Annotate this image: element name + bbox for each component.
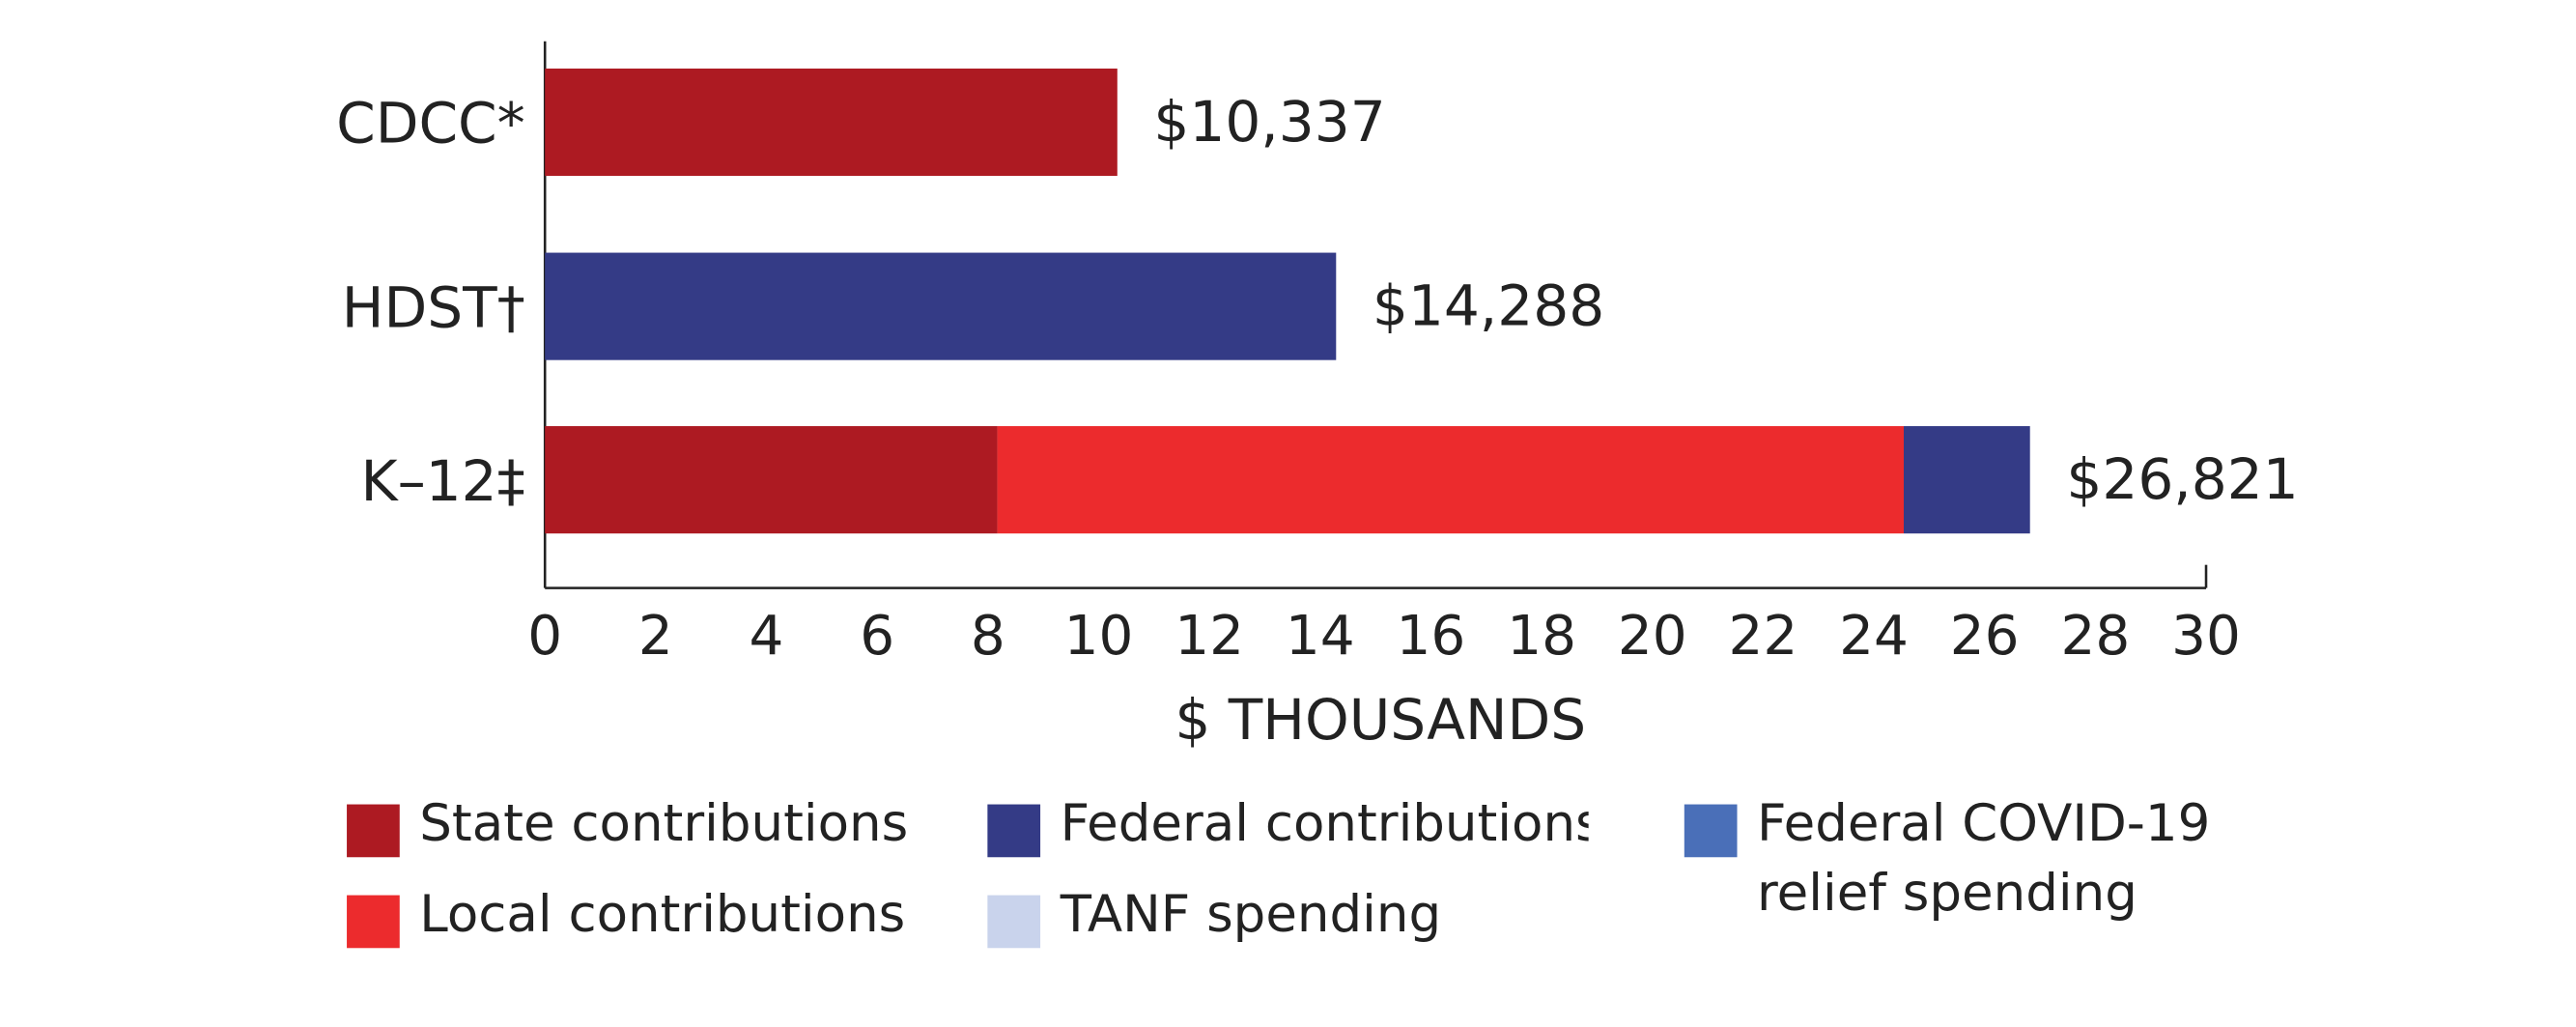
x-tick-label: 24 [1839, 605, 1909, 668]
x-axis-title: $ THOUSANDS [1175, 687, 1586, 753]
legend-label: Local contributions [419, 885, 906, 945]
bar-segment [997, 426, 1905, 534]
total-label: $14,288 [1373, 273, 1604, 339]
legend-entry: TANF spending [1060, 885, 1442, 945]
y-tick-label: CDCC* [336, 91, 525, 157]
total-label: $10,337 [1153, 89, 1385, 155]
x-tick-label: 18 [1507, 605, 1576, 668]
legend-entry: State contributions [419, 794, 909, 854]
legend-entry: Federal COVID-19 relief spending [1757, 794, 2211, 924]
legend-entry: Local contributions [419, 885, 906, 945]
legend-swatch [987, 804, 1041, 858]
bar-segment [1904, 426, 2030, 534]
legend-swatch [347, 804, 400, 858]
bar-segment [545, 252, 1337, 360]
x-tick-label: 22 [1729, 605, 1798, 668]
x-tick-label: 0 [527, 605, 562, 668]
bar-segment [545, 426, 998, 534]
x-tick-label: 4 [750, 605, 784, 668]
x-tick-label: 30 [2171, 605, 2241, 668]
legend-entry: Federal contributions [1060, 794, 1589, 854]
x-tick-label: 28 [2060, 605, 2130, 668]
x-tick-label: 10 [1064, 605, 1134, 668]
legend-label: Federal contributions [1060, 794, 1589, 854]
x-tick-label: 16 [1397, 605, 1466, 668]
legend-label: Federal COVID-19 relief spending [1757, 794, 2211, 924]
legend-swatch [347, 895, 400, 949]
x-tick-label: 14 [1286, 605, 1355, 668]
x-tick-label: 12 [1175, 605, 1244, 668]
x-tick-label: 6 [860, 605, 894, 668]
total-label: $26,821 [2066, 446, 2298, 512]
y-tick-label: K–12‡ [361, 448, 525, 514]
x-tick-label: 2 [638, 605, 673, 668]
x-tick-label: 8 [971, 605, 1005, 668]
legend-swatch [1684, 804, 1738, 858]
legend-label: TANF spending [1060, 885, 1442, 945]
x-tick-label: 26 [1950, 605, 2020, 668]
y-tick-label: HDST† [342, 274, 525, 340]
bar-segment [545, 68, 1118, 177]
legend-swatch [987, 895, 1041, 949]
x-tick-label: 20 [1618, 605, 1687, 668]
legend-label: State contributions [419, 794, 909, 854]
